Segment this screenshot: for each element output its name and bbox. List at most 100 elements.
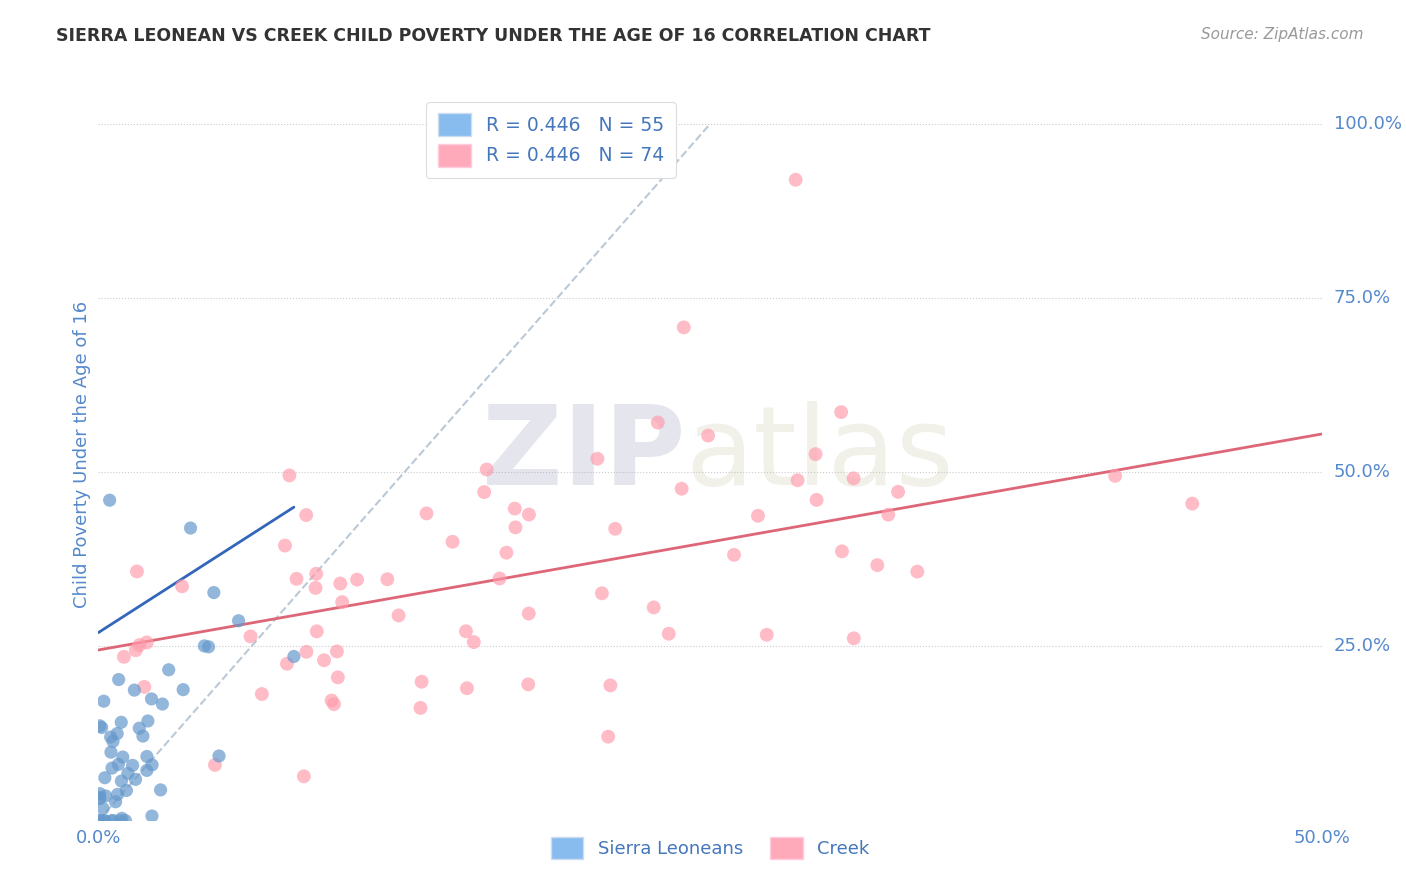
Point: [831, 544, 853, 558]
Point: [278, 468, 301, 483]
Point: [250, 687, 273, 701]
Point: [135, 764, 157, 778]
Point: [91, 801, 114, 815]
Point: [89, 814, 111, 828]
Point: [697, 428, 720, 442]
Point: [842, 632, 865, 646]
Point: [643, 600, 665, 615]
Point: [104, 795, 127, 809]
Point: [150, 697, 173, 711]
Point: [304, 581, 326, 595]
Point: [495, 546, 517, 560]
Point: [180, 521, 202, 535]
Point: [111, 750, 134, 764]
Point: [411, 674, 433, 689]
Text: 100.0%: 100.0%: [1334, 115, 1402, 133]
Point: [747, 508, 769, 523]
Point: [387, 608, 409, 623]
Point: [103, 814, 125, 828]
Point: [117, 766, 139, 780]
Point: [292, 769, 315, 783]
Text: ZIP: ZIP: [482, 401, 686, 508]
Point: [149, 783, 172, 797]
Point: [785, 173, 807, 187]
Point: [877, 508, 900, 522]
Point: [135, 749, 157, 764]
Text: SIERRA LEONEAN VS CREEK CHILD POVERTY UNDER THE AGE OF 16 CORRELATION CHART: SIERRA LEONEAN VS CREEK CHILD POVERTY UN…: [56, 27, 931, 45]
Point: [89, 719, 111, 733]
Point: [107, 673, 129, 687]
Point: [517, 508, 540, 522]
Point: [804, 447, 827, 461]
Text: 75.0%: 75.0%: [1334, 289, 1391, 307]
Point: [586, 451, 609, 466]
Point: [94, 789, 117, 803]
Point: [475, 462, 498, 476]
Point: [605, 522, 627, 536]
Point: [204, 758, 226, 772]
Point: [377, 572, 399, 586]
Text: 50.0%: 50.0%: [1334, 463, 1391, 482]
Y-axis label: Child Poverty Under the Age of 16: Child Poverty Under the Age of 16: [73, 301, 91, 608]
Point: [228, 614, 250, 628]
Point: [141, 692, 163, 706]
Point: [197, 640, 219, 654]
Point: [488, 572, 510, 586]
Point: [124, 683, 146, 698]
Point: [89, 791, 111, 805]
Point: [93, 814, 115, 828]
Point: [517, 677, 540, 691]
Text: atlas: atlas: [686, 401, 955, 508]
Point: [128, 638, 150, 652]
Point: [125, 565, 148, 579]
Point: [125, 643, 148, 657]
Point: [806, 492, 828, 507]
Point: [305, 624, 328, 639]
Point: [157, 663, 180, 677]
Point: [658, 626, 681, 640]
Point: [100, 730, 122, 744]
Point: [100, 745, 122, 759]
Point: [98, 493, 121, 508]
Point: [755, 628, 778, 642]
Point: [312, 653, 335, 667]
Point: [786, 473, 808, 487]
Legend: Sierra Leoneans, Creek: Sierra Leoneans, Creek: [544, 830, 876, 866]
Point: [274, 539, 297, 553]
Point: [591, 586, 613, 600]
Point: [326, 670, 349, 684]
Point: [295, 645, 318, 659]
Point: [141, 809, 163, 823]
Point: [193, 639, 215, 653]
Point: [441, 534, 464, 549]
Point: [905, 565, 928, 579]
Point: [723, 548, 745, 562]
Point: [124, 772, 146, 787]
Point: [105, 726, 128, 740]
Point: [121, 758, 143, 772]
Point: [647, 416, 669, 430]
Point: [1104, 468, 1126, 483]
Point: [463, 635, 485, 649]
Point: [598, 730, 620, 744]
Point: [672, 320, 695, 334]
Point: [866, 558, 889, 573]
Point: [172, 682, 194, 697]
Point: [330, 595, 353, 609]
Point: [503, 501, 526, 516]
Point: [132, 729, 155, 743]
Text: 25.0%: 25.0%: [1334, 638, 1391, 656]
Point: [136, 714, 159, 728]
Point: [141, 757, 163, 772]
Point: [285, 572, 308, 586]
Point: [295, 508, 318, 522]
Point: [472, 485, 495, 500]
Point: [208, 749, 231, 764]
Point: [110, 814, 132, 828]
Point: [202, 585, 225, 599]
Point: [830, 405, 852, 419]
Text: Source: ZipAtlas.com: Source: ZipAtlas.com: [1201, 27, 1364, 42]
Point: [887, 484, 910, 499]
Point: [842, 471, 865, 485]
Point: [94, 771, 117, 785]
